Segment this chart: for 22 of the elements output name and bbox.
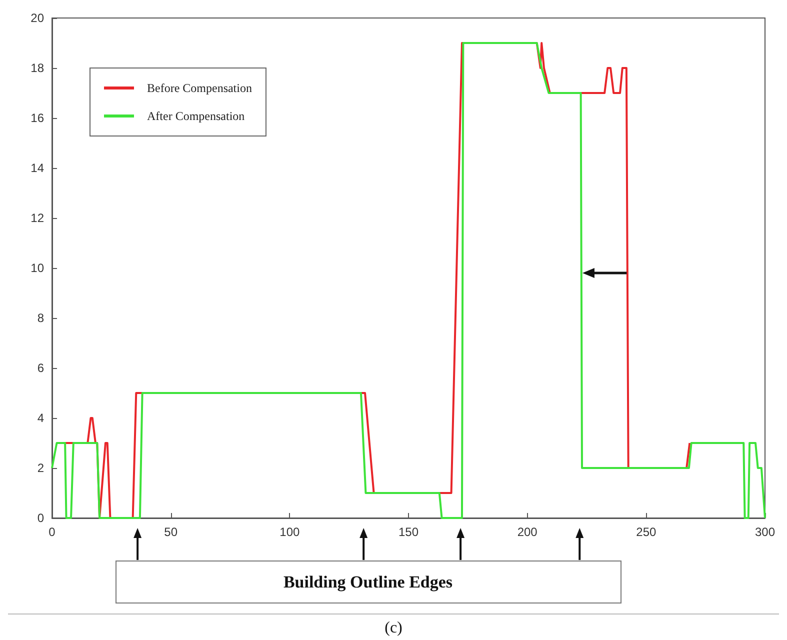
y-tick-label: 2 [37, 461, 44, 475]
legend-label: After Compensation [147, 109, 245, 123]
y-tick-label: 10 [30, 261, 44, 275]
x-tick-label: 150 [398, 525, 419, 539]
y-tick-label: 18 [30, 61, 44, 75]
y-tick-label: 6 [37, 361, 44, 375]
y-tick-label: 0 [37, 511, 44, 525]
x-tick-label: 0 [48, 525, 56, 539]
x-tick-label: 50 [164, 525, 178, 539]
y-tick-label: 8 [37, 311, 44, 325]
y-tick-label: 16 [30, 111, 44, 125]
x-tick-label: 300 [754, 525, 776, 539]
x-tick-label: 250 [636, 525, 656, 539]
x-tick-label: 200 [517, 525, 538, 539]
y-tick-label: 12 [30, 211, 44, 225]
y-tick-label: 20 [30, 11, 44, 25]
y-tick-label: 14 [30, 161, 44, 175]
x-tick-label: 100 [280, 525, 300, 539]
y-tick-label: 4 [37, 411, 44, 425]
legend-label: Before Compensation [147, 81, 252, 95]
text: (c) [384, 620, 402, 636]
text: Building Outline Edges [283, 572, 453, 592]
